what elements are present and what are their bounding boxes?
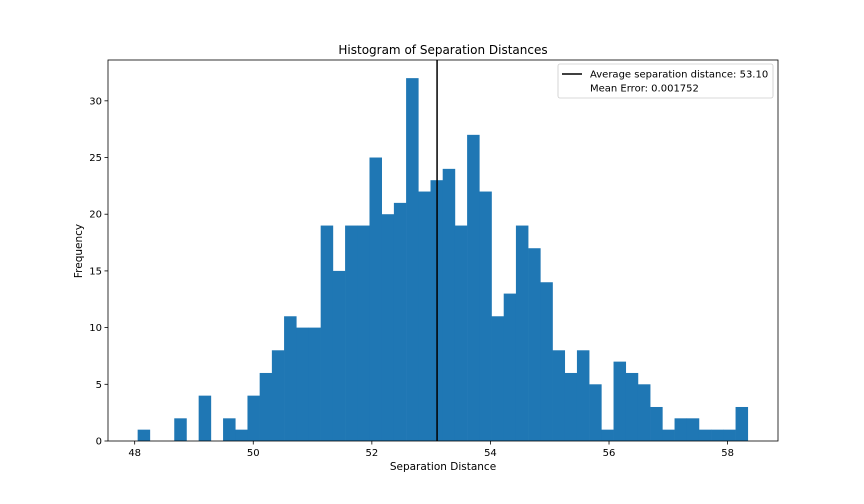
- y-tick-label: 30: [89, 96, 102, 107]
- x-tick-label: 52: [365, 448, 378, 459]
- bars-group: [137, 78, 749, 442]
- histogram-bar: [589, 384, 602, 441]
- histogram-bar: [332, 270, 346, 441]
- histogram-bar: [662, 429, 675, 441]
- histogram-bar: [698, 429, 712, 441]
- histogram-bar: [223, 418, 236, 441]
- histogram-bar: [345, 225, 358, 441]
- y-tick-label: 25: [89, 153, 102, 164]
- histogram-bar: [381, 214, 395, 441]
- chart-title: Histogram of Separation Distances: [338, 43, 547, 57]
- histogram-bar: [735, 406, 749, 441]
- histogram-bar: [674, 418, 688, 441]
- histogram-bar: [174, 418, 187, 441]
- histogram-bar: [308, 327, 321, 441]
- histogram-bar: [650, 406, 663, 441]
- x-tick-label: 58: [721, 448, 734, 459]
- histogram-bar: [503, 293, 517, 441]
- histogram-bar: [259, 372, 273, 441]
- histogram-bar: [686, 418, 700, 441]
- histogram-bar: [625, 372, 639, 441]
- y-axis-label: Frequency: [73, 224, 85, 278]
- histogram-bar: [479, 191, 492, 441]
- histogram-bar: [357, 225, 370, 441]
- histogram-bar: [515, 225, 529, 441]
- histogram-bar: [320, 225, 334, 441]
- legend: Average separation distance: 53.10 Mean …: [557, 63, 774, 99]
- x-axis-label: Separation Distance: [390, 461, 496, 473]
- x-axis-ticks: 48 50 52 54 56 58: [128, 441, 734, 459]
- histogram-bar: [564, 372, 578, 441]
- histogram-bar: [296, 327, 309, 441]
- histogram-bar: [601, 429, 614, 441]
- histogram-bar: [406, 78, 419, 442]
- x-tick-label: 50: [247, 448, 260, 459]
- histogram-bar: [454, 225, 468, 441]
- y-tick-label: 20: [89, 210, 102, 221]
- histogram-bar: [576, 350, 590, 441]
- histogram-bar: [137, 429, 151, 441]
- histogram-bar: [552, 350, 566, 441]
- histogram-bar: [528, 248, 541, 441]
- legend-entry-mean-error: Mean Error: 0.001752: [590, 84, 699, 95]
- y-axis-ticks: 0 5 10 15 20 25 30: [89, 96, 108, 448]
- legend-box: [557, 63, 774, 99]
- histogram-bar: [711, 429, 724, 441]
- y-tick-label: 15: [89, 266, 102, 277]
- histogram-bar: [393, 202, 407, 441]
- x-tick-label: 56: [603, 448, 616, 459]
- y-tick-label: 0: [96, 437, 102, 448]
- histogram-bar: [271, 350, 285, 441]
- x-tick-label: 54: [484, 448, 497, 459]
- histogram-bar: [467, 134, 480, 441]
- histogram-bar: [491, 316, 505, 441]
- histogram-bar: [198, 395, 212, 441]
- histogram-bar: [418, 191, 431, 441]
- x-tick-label: 48: [128, 448, 141, 459]
- legend-entry-average: Average separation distance: 53.10: [590, 70, 768, 81]
- plot-frame: [107, 59, 779, 442]
- histogram-bar: [723, 429, 736, 441]
- histogram-bar: [369, 157, 382, 441]
- histogram-bar: [613, 361, 627, 441]
- y-tick-label: 10: [89, 323, 102, 334]
- histogram-bar: [284, 316, 297, 441]
- histogram-bar: [637, 384, 651, 441]
- histogram-bar: [247, 395, 260, 441]
- y-tick-label: 5: [96, 380, 102, 391]
- histogram-bar: [540, 282, 553, 441]
- histogram-bar: [442, 168, 456, 441]
- histogram-bar: [235, 429, 248, 441]
